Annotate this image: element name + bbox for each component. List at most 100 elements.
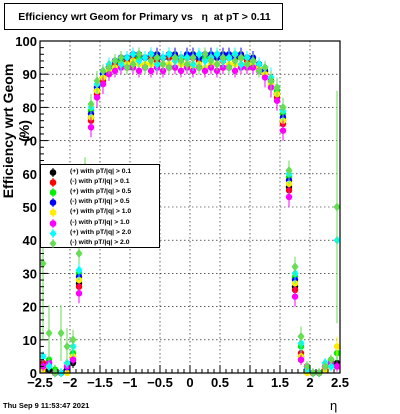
- legend-marker: [49, 198, 57, 208]
- data-point: [135, 67, 143, 75]
- data-point: [213, 49, 221, 59]
- y-tick-label: 90: [23, 67, 37, 82]
- data-point: [171, 53, 179, 63]
- legend: (+) with pT/|q| > 0.1 (-) with pT/|q| > 0…: [40, 164, 160, 248]
- data-point: [279, 127, 287, 134]
- data-point: [159, 59, 167, 69]
- data-point: [297, 331, 305, 341]
- data-point: [111, 56, 119, 66]
- legend-marker: [49, 188, 57, 198]
- data-point: [135, 49, 143, 59]
- legend-marker: [49, 178, 57, 188]
- data-point: [195, 49, 203, 59]
- data-point: [87, 99, 95, 109]
- data-point: [93, 94, 101, 101]
- data-point: [207, 56, 215, 66]
- data-point: [87, 124, 95, 131]
- y-tick-label: 80: [23, 100, 37, 115]
- data-point: [39, 258, 47, 268]
- chart-marks: [39, 47, 341, 378]
- data-point: [147, 56, 155, 66]
- x-tick-label: −2: [63, 375, 78, 390]
- legend-entry: (+) with pT/|q| > 2.0: [41, 228, 159, 238]
- data-point: [57, 328, 65, 338]
- data-point: [117, 53, 125, 63]
- data-point: [183, 59, 191, 69]
- y-tick-label: 20: [23, 300, 37, 315]
- x-tick-label: 0.5: [211, 375, 229, 390]
- data-point: [75, 248, 83, 258]
- data-point: [333, 363, 341, 370]
- data-point: [285, 165, 293, 175]
- x-axis-label: η: [330, 398, 338, 413]
- data-point: [267, 76, 275, 86]
- data-point: [273, 97, 281, 104]
- data-point: [189, 67, 197, 75]
- data-point: [201, 49, 209, 59]
- data-point: [69, 356, 77, 363]
- data-point: [327, 361, 335, 371]
- legend-marker: [49, 218, 57, 228]
- data-point: [147, 67, 155, 75]
- data-point: [75, 290, 83, 297]
- y-tick-label: 0: [30, 366, 37, 381]
- data-point: [177, 67, 185, 75]
- legend-symbol: [49, 219, 57, 227]
- legend-entry: (+) with pT/|q| > 0.5: [41, 187, 159, 198]
- data-point: [105, 63, 113, 73]
- data-point: [261, 74, 269, 81]
- data-point: [159, 67, 167, 75]
- y-tick-label: 60: [23, 167, 37, 182]
- data-point: [99, 80, 107, 88]
- y-tick-label: 70: [23, 134, 37, 149]
- legend-symbol: [49, 239, 57, 248]
- legend-symbol: [49, 179, 57, 186]
- data-point: [123, 63, 131, 73]
- data-point: [297, 356, 305, 363]
- data-point: [321, 361, 329, 371]
- data-point: [303, 361, 311, 371]
- data-point: [129, 49, 137, 59]
- legend-symbol: [49, 209, 57, 217]
- legend-label: (+) with pT/|q| > 1.0: [70, 208, 132, 216]
- data-point: [195, 63, 203, 73]
- data-point: [285, 193, 293, 201]
- legend-marker: [49, 208, 57, 218]
- data-point: [129, 59, 137, 69]
- legend-entry: (-) with pT/|q| > 0.5: [41, 197, 159, 208]
- legend-marker: [49, 228, 57, 238]
- data-point: [189, 53, 197, 63]
- title-box: Efficiency wrt Geom for Primary vs η at …: [4, 3, 283, 30]
- legend-label: (-) with pT/|q| > 1.0: [70, 218, 130, 226]
- data-point: [219, 53, 227, 63]
- data-point: [99, 66, 107, 76]
- data-point: [213, 67, 221, 75]
- legend-label: (-) with pT/|q| > 0.5: [70, 198, 130, 206]
- data-point: [327, 355, 335, 365]
- chart-title: Efficiency wrt Geom for Primary vs η at …: [18, 11, 271, 23]
- y-tick-label: 100: [15, 34, 37, 49]
- data-point: [123, 53, 131, 63]
- data-point: [45, 328, 53, 338]
- data-point: [243, 59, 251, 69]
- data-point: [165, 63, 173, 73]
- data-point: [177, 56, 185, 66]
- legend-marker: [49, 168, 57, 177]
- y-tick-label: 40: [23, 233, 37, 248]
- x-tick-label: −1.5: [87, 375, 113, 390]
- data-point: [225, 53, 233, 63]
- x-tick-label: 0: [186, 375, 193, 390]
- data-point: [153, 53, 161, 63]
- y-tick-label: 50: [23, 200, 37, 215]
- legend-entry: (+) with pT/|q| > 1.0: [41, 207, 159, 218]
- legend-label: (+) with pT/|q| > 0.5: [70, 188, 132, 196]
- data-point: [141, 63, 149, 73]
- legend-entry: (+) with pT/|q| > 0.1: [41, 167, 159, 177]
- timestamp-footer: Thu Sep 9 11:53:47 2021: [3, 401, 90, 410]
- x-tick-label: −1: [123, 375, 138, 390]
- data-point: [249, 56, 257, 66]
- legend-label: (-) with pT/|q| > 0.1: [70, 178, 130, 186]
- data-point: [333, 343, 341, 350]
- data-point: [201, 67, 209, 75]
